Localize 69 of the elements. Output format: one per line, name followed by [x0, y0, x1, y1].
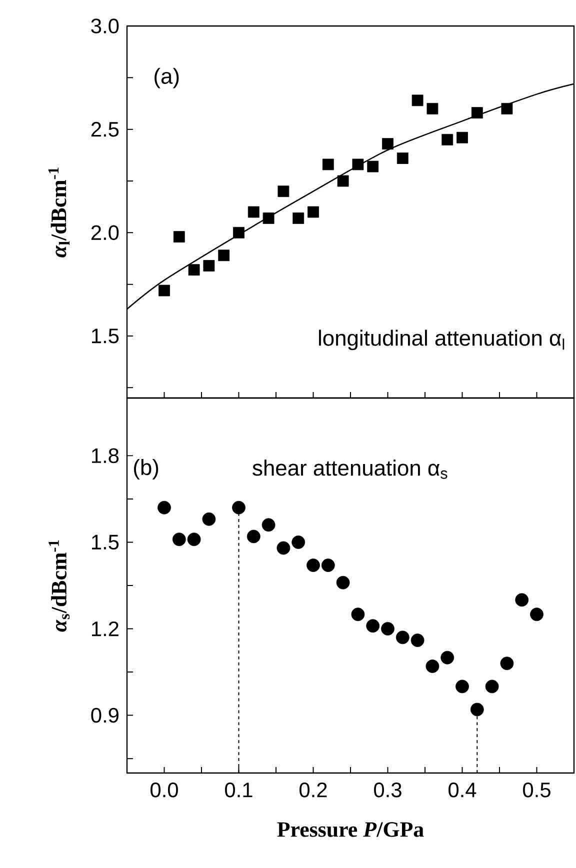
point [246, 530, 260, 544]
point [202, 512, 216, 526]
point [262, 518, 276, 532]
point [337, 175, 349, 187]
point [442, 134, 454, 146]
y-tick-label: 2.0 [91, 225, 119, 240]
point [351, 608, 365, 622]
point [158, 500, 171, 514]
point [278, 186, 290, 198]
point [203, 260, 215, 272]
y-tick-label: 0.9 [91, 708, 118, 723]
point [515, 593, 529, 607]
point [292, 212, 304, 224]
point [218, 250, 230, 262]
point [172, 532, 186, 546]
x-axis-title: Pressure P/GPa [277, 822, 424, 837]
x-tick-label: 0.4 [448, 782, 476, 798]
point [485, 680, 499, 694]
y-tick-label: 1.2 [92, 621, 118, 636]
point [188, 264, 200, 276]
point [396, 630, 410, 644]
x-tick-label: 0.1 [225, 782, 252, 798]
point [158, 284, 170, 296]
y-tick-label: 1.8 [92, 448, 119, 464]
point [233, 226, 244, 238]
point [308, 206, 319, 218]
y-tick-label: 1.5 [92, 534, 119, 550]
x-tick-label: 0.3 [374, 782, 402, 798]
x-tick-label: 0.5 [523, 782, 550, 798]
y-tick-label: 1.5 [92, 328, 119, 344]
point [456, 132, 468, 144]
point [366, 619, 380, 633]
point [336, 576, 350, 590]
point [456, 680, 469, 694]
y-axis-title: α$_{s}$/dBcm$^{-1}$ [48, 540, 70, 632]
point [292, 536, 306, 549]
point [367, 160, 379, 172]
point [173, 231, 185, 242]
point [322, 158, 334, 170]
point [232, 500, 246, 514]
point [426, 102, 438, 114]
point [471, 107, 483, 118]
point [276, 541, 290, 555]
point [440, 650, 454, 664]
y-tick-label: 3.0 [91, 18, 119, 34]
x-tick-label: 0.0 [150, 782, 178, 798]
point [381, 622, 394, 636]
point [470, 702, 484, 716]
point [530, 608, 544, 622]
point [248, 206, 260, 218]
y-axis-title: α$_{l}$/dBcm$^{-1}$ [48, 168, 70, 258]
point [306, 558, 320, 572]
annotation: (b) [134, 459, 158, 480]
y-tick-label: 2.5 [91, 122, 119, 137]
point [396, 152, 408, 164]
point [352, 158, 364, 170]
point [412, 94, 424, 106]
point [321, 558, 335, 572]
point [187, 532, 201, 546]
annotation: longitudinal attenuation α$_{l}$ [319, 330, 564, 350]
point [500, 656, 514, 670]
point [382, 138, 394, 150]
point [426, 660, 440, 673]
x-tick-label: 0.2 [300, 782, 327, 798]
point [501, 102, 513, 114]
point [262, 212, 274, 224]
annotation: shear attenuation α$_{s}$ [252, 460, 448, 479]
annotation: (a) [154, 68, 179, 88]
point [410, 634, 424, 648]
